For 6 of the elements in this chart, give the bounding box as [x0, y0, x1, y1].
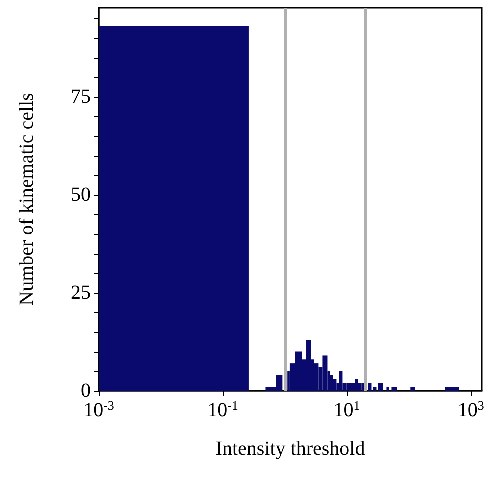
- y-tick-label: 75: [71, 86, 91, 108]
- x-axis-title: Intensity threshold: [216, 438, 366, 460]
- y-tick-label: 0: [81, 380, 91, 402]
- y-axis-title: Number of kinematic cells: [16, 92, 38, 306]
- y-tick-label: 25: [71, 282, 91, 304]
- y-tick-label: 50: [71, 184, 91, 206]
